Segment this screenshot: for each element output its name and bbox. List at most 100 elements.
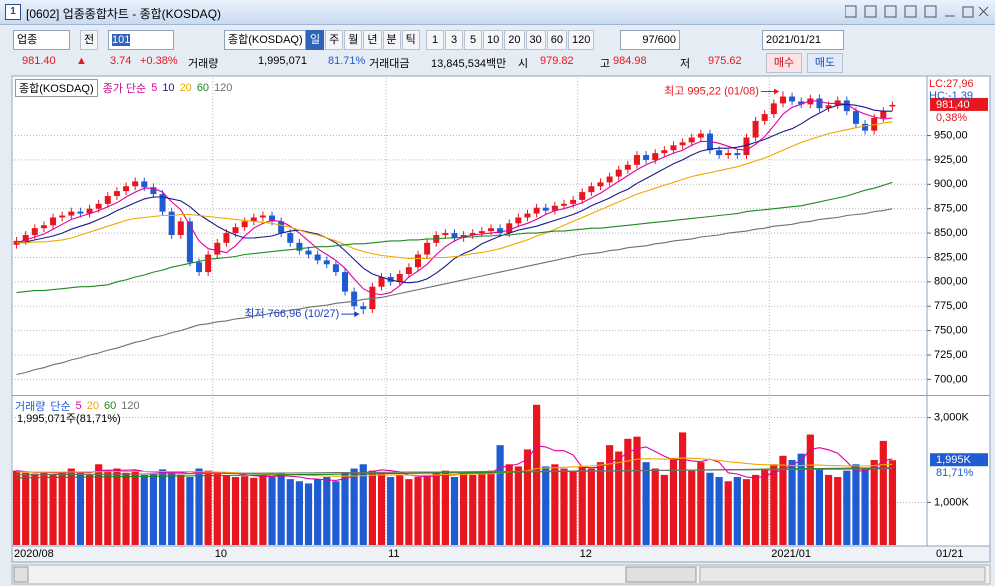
y-tick-label: 850,00	[934, 227, 968, 239]
buy-button[interactable]: 매수	[766, 53, 802, 73]
annotation-arrowhead	[354, 311, 360, 318]
candle-body	[196, 262, 203, 273]
candle-body	[497, 228, 504, 234]
volume-bar	[879, 440, 887, 545]
candle-body	[542, 207, 549, 211]
interval-button[interactable]: 30	[525, 30, 546, 50]
zoom-tools[interactable]	[699, 566, 986, 583]
period-button[interactable]: 년	[363, 30, 382, 50]
volume-bar	[95, 464, 103, 545]
candle-body	[50, 217, 57, 226]
period-button[interactable]: 틱	[401, 30, 420, 50]
candle-body	[342, 272, 349, 292]
volume-bar	[177, 474, 185, 545]
volume-bar	[104, 470, 112, 545]
volume-bar	[31, 473, 39, 545]
volume-bar	[660, 474, 668, 545]
volume-bar	[76, 472, 85, 545]
interval-button[interactable]: 1	[426, 30, 444, 50]
annotation: 최저 766,96 (10/27)	[244, 307, 339, 320]
candle-body	[40, 225, 47, 229]
volume-bar	[815, 468, 824, 545]
volume-bar	[615, 451, 623, 545]
volume-bar	[186, 477, 194, 545]
candle-body	[323, 260, 330, 265]
volume-bar	[624, 438, 632, 545]
volume-bar	[432, 472, 440, 545]
candle-body	[22, 235, 29, 241]
volume-bar	[377, 472, 386, 545]
y-tick-label: 725,00	[934, 349, 968, 361]
interval-button[interactable]: 120	[568, 30, 595, 50]
candle-body	[770, 103, 777, 115]
y-tick-label: 950,00	[934, 129, 968, 141]
annotation-arrowhead	[773, 88, 779, 95]
candle-body	[13, 240, 20, 245]
interval-button[interactable]: 60	[546, 30, 567, 50]
period-button[interactable]: 일	[306, 30, 325, 50]
volume-bar	[213, 472, 221, 545]
date-input[interactable]: 2021/01/21	[762, 30, 844, 50]
candle-body	[560, 203, 567, 206]
period-button[interactable]: 주	[325, 30, 344, 50]
interval-button[interactable]: 5	[464, 30, 482, 50]
volume-bar	[651, 468, 659, 545]
period-button[interactable]: 월	[344, 30, 363, 50]
candle-body	[186, 221, 193, 263]
volume-bar	[368, 470, 376, 545]
scroll-controls[interactable]	[625, 566, 697, 583]
chart-title: 종합(KOSDAQ)	[15, 79, 98, 97]
volume-bar	[12, 470, 21, 545]
interval-button[interactable]: 20	[504, 30, 525, 50]
change-pct: +0.38%	[140, 55, 178, 67]
volume-subtitle: 1,995,071주(81,71%)	[17, 413, 121, 425]
data-count[interactable]: 97/600	[620, 30, 680, 50]
candle-body	[725, 153, 732, 156]
volume-bar	[67, 468, 75, 545]
volume-bar	[423, 474, 431, 545]
candle-body	[296, 242, 303, 251]
volume-bar	[49, 474, 57, 545]
candle-body	[862, 123, 869, 131]
candle-body	[305, 250, 312, 255]
interval-button[interactable]: 3	[445, 30, 463, 50]
candle-body	[95, 203, 102, 209]
interval-button[interactable]: 10	[483, 30, 504, 50]
code-input[interactable]: 101	[108, 30, 174, 50]
market-select[interactable]: 업종	[13, 30, 70, 50]
ma-line	[16, 99, 893, 296]
window-icons[interactable]	[845, 5, 990, 19]
volume-bar	[85, 474, 94, 545]
volume-bar	[341, 472, 349, 545]
volume-bar	[715, 477, 723, 545]
scroll-left[interactable]	[13, 566, 29, 583]
volume-bar	[460, 472, 468, 545]
legend-title: 종가 단순	[102, 83, 147, 95]
period-button[interactable]: 분	[382, 30, 401, 50]
candle-body	[533, 207, 540, 214]
last-value-label: 981,40	[936, 99, 970, 111]
candle-body	[278, 221, 285, 234]
y-tick-label: 800,00	[934, 276, 968, 288]
volume-bar	[332, 481, 340, 545]
sell-button[interactable]: 매도	[807, 53, 843, 73]
candle-body	[515, 217, 522, 224]
candle-body	[524, 213, 531, 218]
volume-bar	[350, 468, 358, 545]
candle-body	[396, 274, 403, 282]
all-button[interactable]: 전	[80, 30, 99, 50]
candle-body	[104, 196, 111, 204]
amount-label: 거래대금	[369, 58, 410, 70]
candle-body	[880, 111, 887, 118]
volume-bar	[678, 432, 687, 545]
x-tick-label: 12	[580, 548, 592, 560]
candle-body	[606, 176, 613, 183]
last-pct: 0,38%	[936, 112, 967, 124]
legend-entry: 60	[196, 82, 210, 94]
ma-line	[16, 103, 893, 284]
code: 101	[112, 34, 131, 46]
volume-bar	[770, 464, 778, 545]
candle-body	[588, 186, 595, 193]
volume-bar	[22, 472, 30, 545]
